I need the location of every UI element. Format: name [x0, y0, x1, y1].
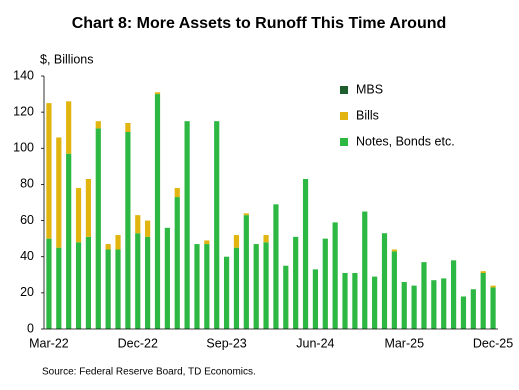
y-tick-label: 20 — [20, 285, 34, 299]
y-tick-label: 0 — [27, 321, 34, 335]
y-axis-label: $, Billions — [40, 52, 94, 66]
bar-segment — [421, 262, 427, 329]
bar-segment — [391, 249, 397, 252]
legend-swatch — [340, 138, 348, 146]
y-tick-label: 120 — [13, 104, 34, 118]
bar-segment — [263, 242, 269, 329]
bar-segment — [174, 197, 180, 329]
bar-segment — [312, 269, 319, 329]
bar-segment — [174, 188, 180, 198]
bar-segment — [214, 121, 220, 329]
bar-segment — [223, 256, 230, 329]
bar-segment — [362, 211, 368, 329]
source: Source: Federal Reserve Board, TD Econom… — [42, 367, 256, 378]
bar-segment — [293, 236, 299, 329]
bar-segment — [302, 179, 309, 329]
bar-segment — [75, 242, 82, 329]
legend-label: MBS — [356, 82, 383, 96]
bar-segment — [283, 265, 289, 329]
bar-segment — [391, 251, 397, 329]
bar-segment — [115, 235, 121, 250]
x-tick-label: Dec-22 — [118, 336, 158, 350]
legend-swatch — [340, 112, 348, 120]
x-tick-label: Jun-24 — [296, 336, 334, 350]
legend-label: Notes, Bonds etc. — [356, 134, 455, 148]
bar-segment — [490, 285, 496, 288]
bar-segment — [204, 244, 210, 329]
bar-segment — [105, 244, 111, 250]
bar-segment — [233, 235, 240, 248]
bar-segment — [85, 179, 92, 237]
bar-segment — [56, 247, 62, 329]
y-tick-label: 60 — [20, 213, 34, 227]
bar-segment — [253, 244, 259, 329]
bar-segment — [273, 204, 279, 329]
bar-segment — [243, 215, 249, 329]
chart-title: Chart 8: More Assets to Runoff This Time… — [72, 15, 447, 32]
bar-segment — [243, 213, 249, 216]
bar-segment — [372, 276, 378, 329]
bar-segment — [441, 278, 447, 329]
bar-segment — [145, 236, 151, 329]
bar-segment — [342, 272, 348, 329]
bar-segment — [95, 121, 101, 129]
legend-swatch — [340, 86, 348, 94]
x-tick-label: Sep-23 — [206, 336, 246, 350]
bar-segment — [105, 249, 111, 329]
bar-segment — [135, 233, 141, 329]
y-tick-label: 100 — [13, 141, 34, 155]
y-tick-label: 40 — [20, 249, 34, 263]
bar-segment — [233, 247, 240, 329]
bar-segment — [85, 236, 92, 329]
bar-segment — [184, 121, 190, 329]
x-tick-label: Dec-25 — [473, 336, 513, 350]
bar-segment — [460, 296, 467, 329]
bar-segment — [56, 137, 62, 248]
bar-segment — [431, 280, 437, 329]
bar-segment — [75, 188, 82, 243]
bar-segment — [352, 272, 358, 329]
legend-label: Bills — [356, 108, 379, 122]
bar-segment — [46, 103, 52, 239]
y-tick-label: 80 — [20, 177, 34, 191]
bar-segment — [125, 122, 131, 133]
bar-segment — [480, 272, 486, 329]
bar-segment — [450, 260, 457, 329]
bar-segment — [322, 238, 328, 329]
bar-segment — [401, 282, 407, 329]
bar-segment — [381, 233, 388, 329]
bar-segment — [480, 271, 486, 273]
bar-segment — [115, 249, 121, 329]
bar-segment — [46, 238, 52, 329]
bar-segment — [263, 235, 269, 243]
bar-segment — [154, 94, 161, 329]
bar-segment — [332, 222, 338, 329]
bar-segment — [66, 101, 72, 154]
x-tick-label: Mar-25 — [384, 336, 424, 350]
x-tick-label: Mar-22 — [29, 336, 69, 350]
bar-segment — [164, 227, 170, 329]
bar-segment — [470, 289, 476, 329]
bar-segment — [125, 132, 131, 329]
bar-segment — [135, 215, 141, 234]
bar-segment — [490, 287, 496, 329]
bar-segment — [194, 244, 200, 329]
bar-segment — [411, 285, 417, 329]
bar-segment — [66, 153, 72, 329]
y-tick-label: 140 — [13, 68, 34, 82]
bar-segment — [95, 128, 101, 329]
bar-segment — [145, 220, 151, 237]
bar-segment — [204, 240, 210, 245]
bar-segment — [154, 92, 161, 95]
